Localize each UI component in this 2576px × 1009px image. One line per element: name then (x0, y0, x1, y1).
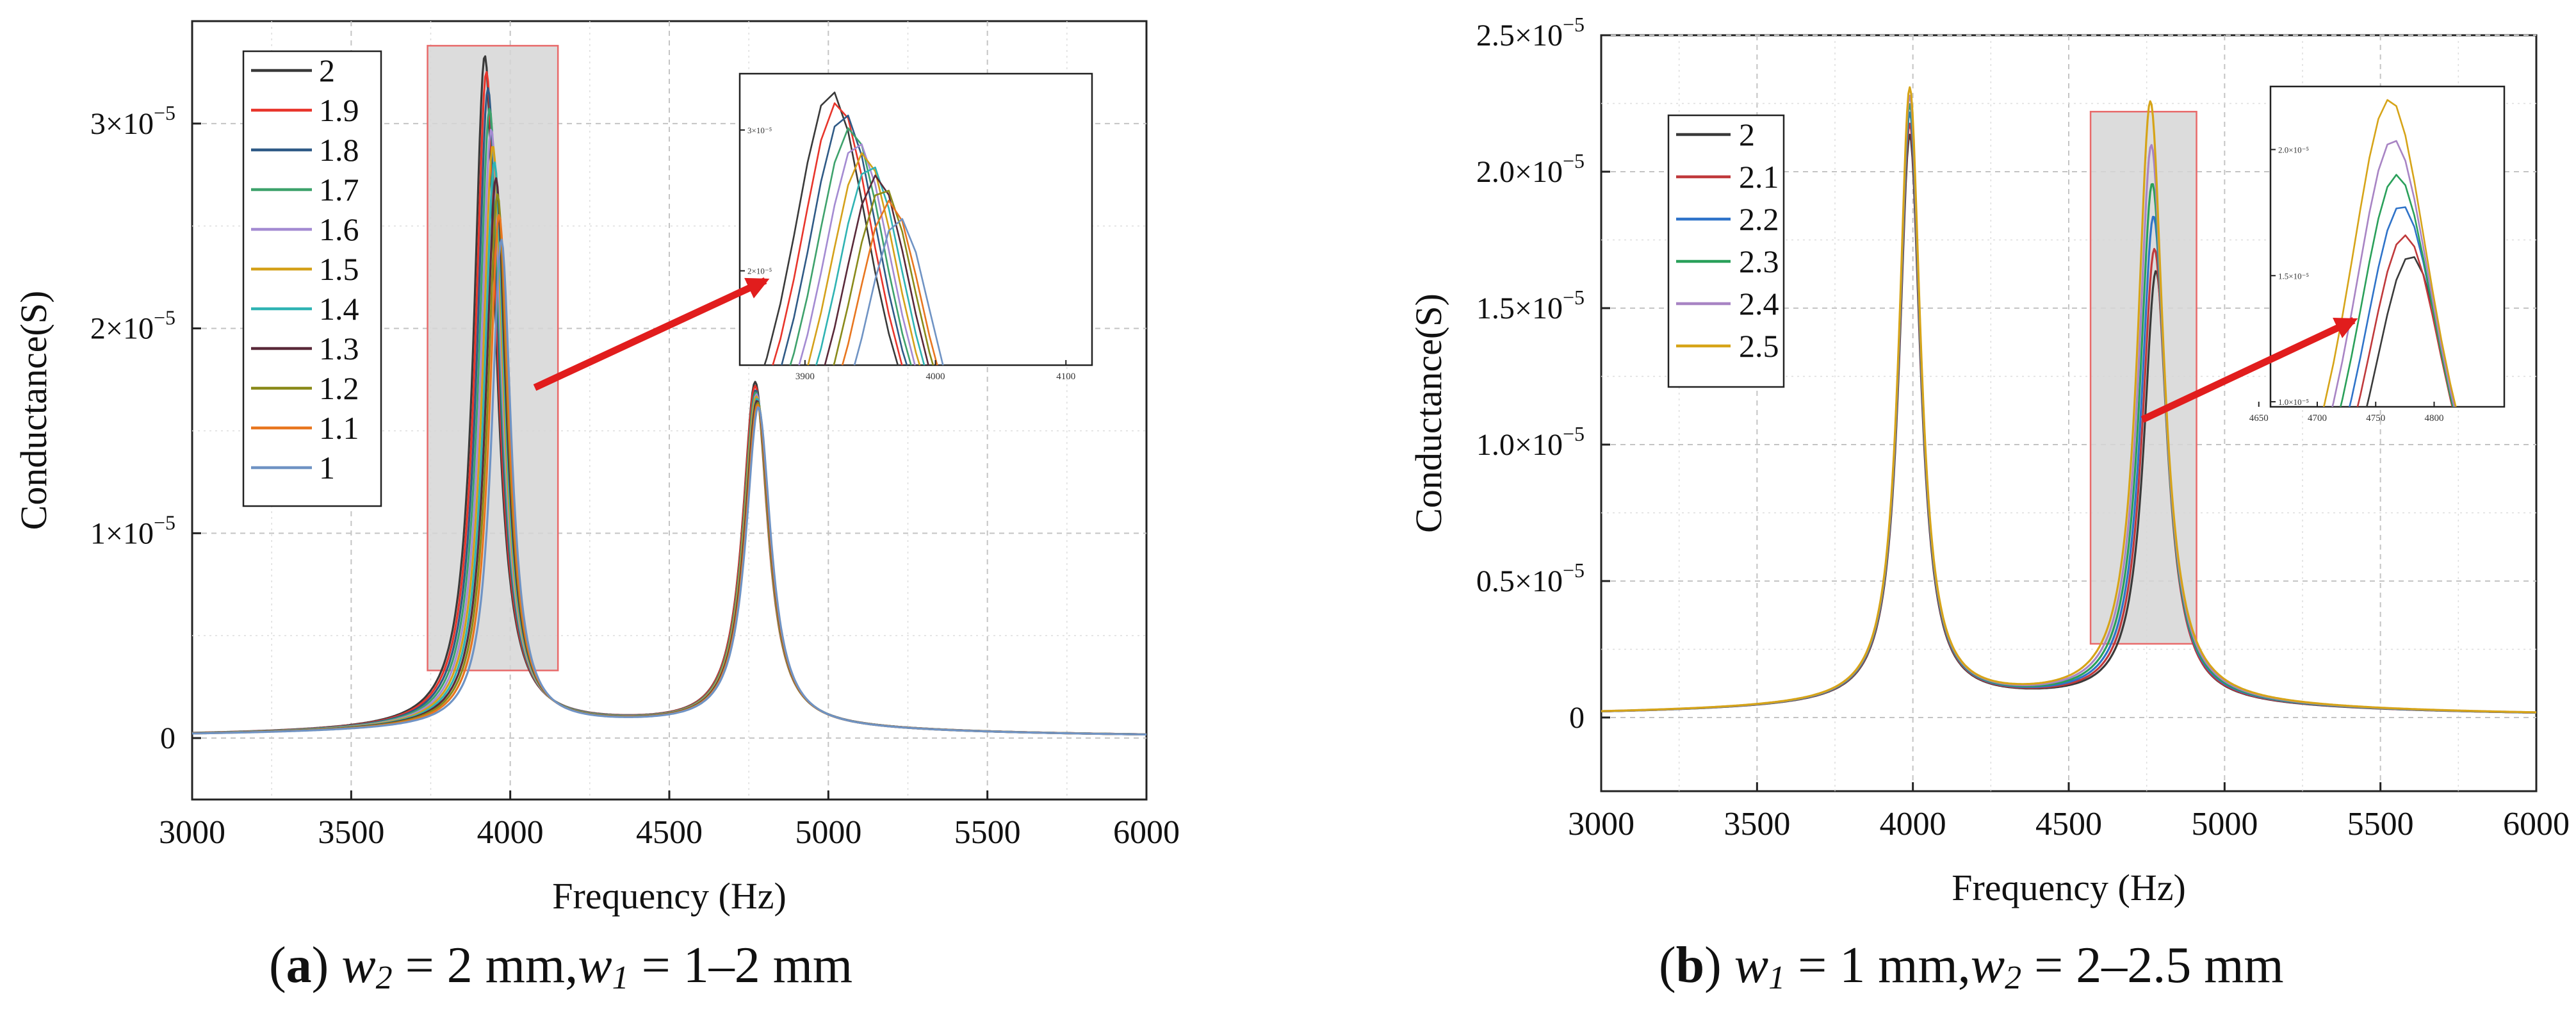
legend-label-1.8: 1.8 (319, 132, 359, 168)
legend-box (242, 50, 382, 507)
inset-zoom-plot: 4650 4700 4750 4800 1.0×10⁻⁵ 1.5×10⁻⁵ 2.0×10⁻⁵ (2249, 85, 2506, 423)
x-tick-label: 5500 (2347, 806, 2414, 842)
y-tick-label: 0 (160, 721, 175, 755)
legend-label-2.5: 2.5 (1739, 328, 1779, 364)
x-tick-label: 3500 (318, 814, 384, 851)
inset-series-line-1.8 (781, 115, 908, 365)
legend-label-1.6: 1.6 (319, 211, 359, 247)
inset-series-line-1 (853, 218, 944, 365)
legend-label-2: 2 (1739, 117, 1755, 152)
series-line-1 (192, 238, 1146, 735)
chart-panel-b: 3000 3500 4000 4500 5000 5500 6000 0 0.5×10−5 1.0… (1408, 13, 2570, 908)
inset-x-tick-label: 4800 (2425, 413, 2444, 423)
x-tick-label: 5000 (2191, 806, 2258, 842)
legend-box (1667, 114, 1785, 388)
x-tick-label: 4500 (636, 814, 703, 851)
legend-label-1.2: 1.2 (319, 370, 359, 406)
y-axis-label: Conductance(S) (1408, 293, 1449, 533)
y-axis-label: Conductance(S) (13, 291, 54, 530)
x-axis-label: Frequency (Hz) (1952, 867, 2186, 908)
x-tick-label: 5500 (954, 814, 1021, 851)
legend-label-2.2: 2.2 (1739, 201, 1779, 237)
y-tick-label: 0 (1569, 701, 1585, 735)
inset-series-line-1.9 (772, 102, 903, 365)
inset-y-tick-label: 1.5×10⁻⁵ (2278, 271, 2309, 281)
inset-y-tick-label: 2.0×10⁻⁵ (2278, 145, 2309, 154)
inset-series-line-1.1 (841, 199, 938, 365)
inset-y-tick-label: 2×10⁻⁵ (747, 267, 772, 276)
legend-label-1.4: 1.4 (319, 291, 359, 327)
x-tick-label: 3000 (159, 814, 225, 851)
inset-series-line-1.5 (807, 152, 921, 365)
inset-series-line-2.5 (2322, 99, 2457, 407)
legend-label-1.7: 1.7 (319, 172, 359, 208)
inset-series-line-2.4 (2331, 140, 2456, 407)
x-tick-label: 6000 (2503, 806, 2570, 842)
inset-y-tick-label: 1.0×10⁻⁵ (2278, 397, 2309, 407)
y-tick-label: 0.5×10−5 (1476, 559, 1585, 598)
inset-series-line-2 (2365, 256, 2456, 407)
x-tick-label: 6000 (1113, 814, 1180, 851)
inset-series-line-2 (763, 92, 899, 365)
legend-label-1.1: 1.1 (319, 410, 359, 446)
y-tick-label: 1×10−5 (90, 511, 175, 550)
inset-series-line-1.4 (815, 167, 925, 365)
x-tick-label: 5000 (795, 814, 861, 851)
inset-series-line-1.7 (789, 127, 912, 365)
inset-frame (2269, 85, 2506, 408)
legend-label-2.3: 2.3 (1739, 243, 1779, 279)
y-tick-label: 3×10−5 (90, 101, 175, 141)
inset-x-tick-label: 4700 (2308, 413, 2327, 423)
highlight-region (427, 45, 559, 671)
y-tick-label: 1.5×10−5 (1476, 286, 1585, 325)
inset-series-line-1.3 (824, 174, 929, 365)
legend-label-1.5: 1.5 (319, 251, 359, 287)
x-tick-label: 3000 (1568, 806, 1634, 842)
legend-label-2.4: 2.4 (1739, 286, 1779, 322)
inset-x-tick-label: 4750 (2366, 413, 2385, 423)
chart-panel-a: 3000 3500 4000 4500 5000 5500 6000 0 1×10−5 2×10−… (13, 20, 1180, 917)
zoom-arrow (2140, 317, 2358, 423)
inset-series-line-2.3 (2340, 174, 2454, 407)
x-tick-label: 3500 (1724, 806, 1790, 842)
x-tick-label: 4000 (1880, 806, 1946, 842)
legend-label-2: 2 (319, 53, 335, 88)
inset-x-tick-label: 4650 (2249, 413, 2269, 423)
legend-label-1.3: 1.3 (319, 331, 359, 366)
x-axis-label: Frequency (Hz) (552, 875, 787, 917)
legend-label-1: 1 (319, 450, 335, 486)
inset-series-line-2.1 (2356, 234, 2454, 407)
zoom-arrow (533, 277, 770, 391)
y-tick-label: 2×10−5 (90, 306, 175, 346)
legend-label-1.9: 1.9 (319, 92, 359, 128)
inset-series-line-1.2 (833, 190, 934, 365)
inset-x-tick-label: 3900 (795, 372, 815, 382)
x-tick-label: 4000 (477, 814, 544, 851)
legend-label-2.1: 2.1 (1739, 159, 1779, 195)
y-tick-label: 2.5×10−5 (1476, 13, 1585, 53)
inset-x-tick-label: 4100 (1056, 372, 1075, 382)
x-tick-label: 4500 (2035, 806, 2102, 842)
inset-y-tick-label: 3×10⁻⁵ (747, 126, 772, 135)
y-tick-label: 2.0×10−5 (1476, 149, 1585, 189)
caption-a: (a) w2 = 2 mm,w1 = 1–2 mm (269, 937, 853, 996)
inset-zoom-plot: 3900 4000 4100 2×10⁻⁵ 3×10⁻⁵ (738, 72, 1093, 382)
caption-b: (b) w1 = 1 mm,w2 = 2–2.5 mm (1659, 937, 2284, 996)
y-tick-label: 1.0×10−5 (1476, 422, 1585, 462)
series-line-2.5 (1601, 86, 2537, 714)
inset-series-line-2.2 (2349, 206, 2454, 407)
inset-x-tick-label: 4000 (926, 372, 945, 382)
